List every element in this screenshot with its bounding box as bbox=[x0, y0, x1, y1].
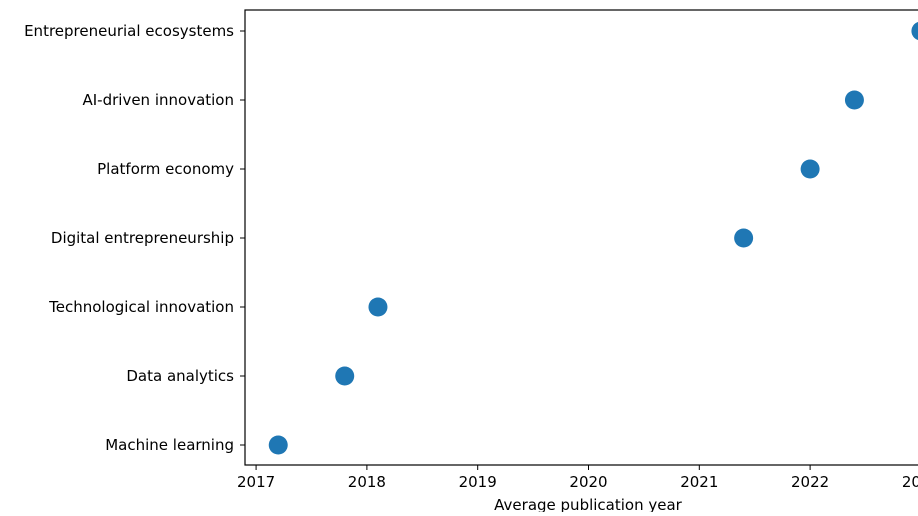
y-tick-label: AI-driven innovation bbox=[83, 91, 235, 109]
data-points bbox=[268, 21, 918, 455]
y-tick-label: Machine learning bbox=[105, 436, 234, 454]
data-point bbox=[268, 435, 288, 455]
y-tick-label: Platform economy bbox=[97, 160, 234, 178]
y-tick-label: Technological innovation bbox=[48, 298, 234, 316]
x-tick-label: 2019 bbox=[459, 473, 497, 491]
x-tick-label: 2018 bbox=[348, 473, 386, 491]
data-point bbox=[800, 159, 820, 179]
y-axis-ticks: Machine learning Data analytics Technologi… bbox=[24, 22, 245, 454]
data-point bbox=[335, 366, 355, 386]
plot-frame bbox=[244, 9, 918, 466]
y-tick-label: Entrepreneurial ecosystems bbox=[24, 22, 234, 40]
x-tick-label: 2023 bbox=[902, 473, 918, 491]
data-point bbox=[734, 228, 754, 248]
x-tick-label: 2020 bbox=[569, 473, 607, 491]
plot-area-border bbox=[244, 9, 918, 466]
y-tick-label: Digital entrepreneurship bbox=[51, 229, 234, 247]
y-tick-label: Data analytics bbox=[126, 367, 234, 385]
x-tick-label: 2022 bbox=[791, 473, 829, 491]
x-tick-label: 2021 bbox=[680, 473, 718, 491]
x-axis-title: Average publication year bbox=[494, 496, 682, 512]
data-point bbox=[844, 90, 864, 110]
x-tick-label: 2017 bbox=[237, 473, 275, 491]
x-axis-ticks: 2017 2018 2019 2020 2021 2022 2023 bbox=[237, 465, 918, 491]
data-point bbox=[368, 297, 388, 317]
data-point bbox=[911, 21, 918, 41]
